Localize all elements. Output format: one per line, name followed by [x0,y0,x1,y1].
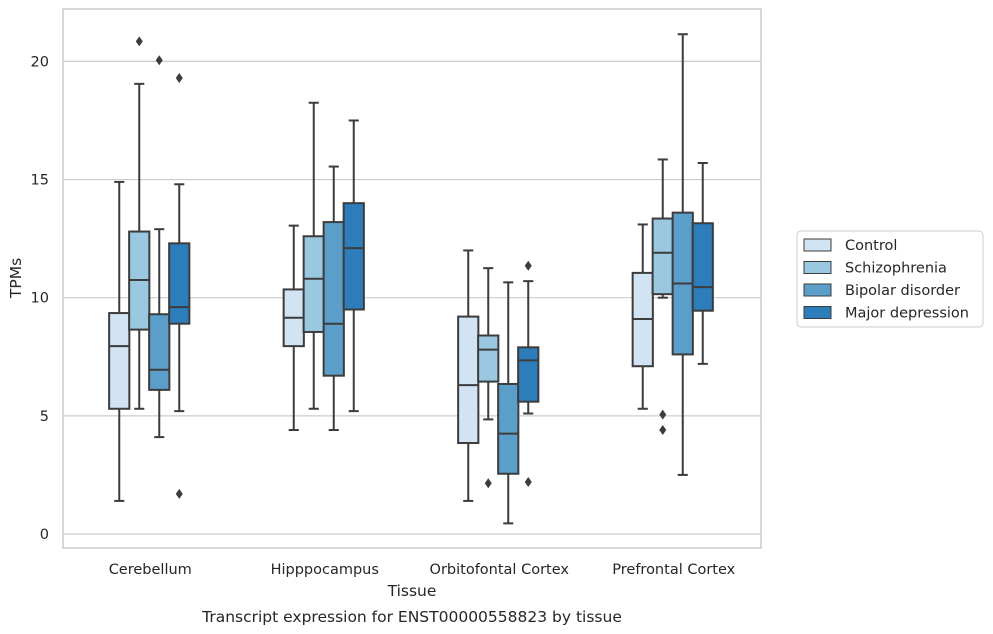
box-iqr [457,315,480,445]
box-0-0 [108,180,131,502]
legend-label: Bipolar disorder [845,283,960,299]
outlier-point [484,478,492,489]
box-1-0 [282,224,305,432]
x-tick-label: Prefrontal Cortex [612,562,735,578]
outlier-point [524,260,532,271]
box-iqr [148,313,171,391]
outlier-point [524,477,532,488]
box-2-2 [497,281,520,525]
x-tick-label: Cerebellum [109,562,192,578]
legend-swatch [803,238,832,252]
legend-swatch [803,306,832,319]
outlier-point [175,488,183,499]
outlier-point [659,409,667,420]
box-iqr [342,202,365,311]
box-2-1 [477,267,500,489]
y-tick-label: 20 [31,54,49,70]
outlier-point [135,36,143,47]
box-iqr [302,235,325,333]
box-0-2 [148,55,171,439]
plot-frame [62,8,762,549]
outlier-point [659,425,667,436]
box-0-3 [168,72,191,499]
legend-label: Major depression [845,306,969,322]
box-iqr [168,242,191,325]
y-tick-label: 5 [40,409,49,425]
box-iqr [691,222,714,312]
chart-title: Transcript expression for ENST0000055882… [201,608,622,626]
box-3-1 [651,158,674,436]
y-tick-label: 10 [31,291,49,307]
box-2-3 [517,260,540,488]
y-tick-label: 0 [40,527,49,543]
box-iqr [108,312,131,410]
legend-label: Schizophrenia [845,261,947,277]
box-iqr [477,334,500,383]
box-iqr [651,217,674,296]
legend-swatch [803,283,832,297]
x-tick-labels: Cerebellum Hipppocampus Orbitofontal Corte… [109,562,736,578]
box-1-1 [302,101,325,410]
legend: Control Schizophrenia Bipolar disorder Majo… [796,230,984,328]
outlier-point [175,72,183,83]
x-tick-label: Hipppocampus [271,562,379,578]
legend-frame [796,230,984,328]
box-iqr [517,346,540,403]
box-0-1 [128,36,151,410]
boxes [108,33,714,525]
x-tick-label: Orbitofontal Cortex [430,562,570,578]
box-iqr [322,221,345,377]
box-3-0 [631,223,654,410]
x-axis-label: Tissue [387,582,437,600]
y-tick-label: 15 [31,173,49,189]
box-3-2 [671,33,694,476]
box-3-3 [691,162,714,365]
legend-label: Control [845,238,897,254]
y-tick-labels: 0 5 10 15 20 [31,54,49,543]
box-1-3 [342,119,365,413]
legend-swatch [803,261,832,274]
y-axis-label: TPMs [7,258,25,299]
outlier-point [155,55,163,66]
box-iqr [497,382,520,475]
